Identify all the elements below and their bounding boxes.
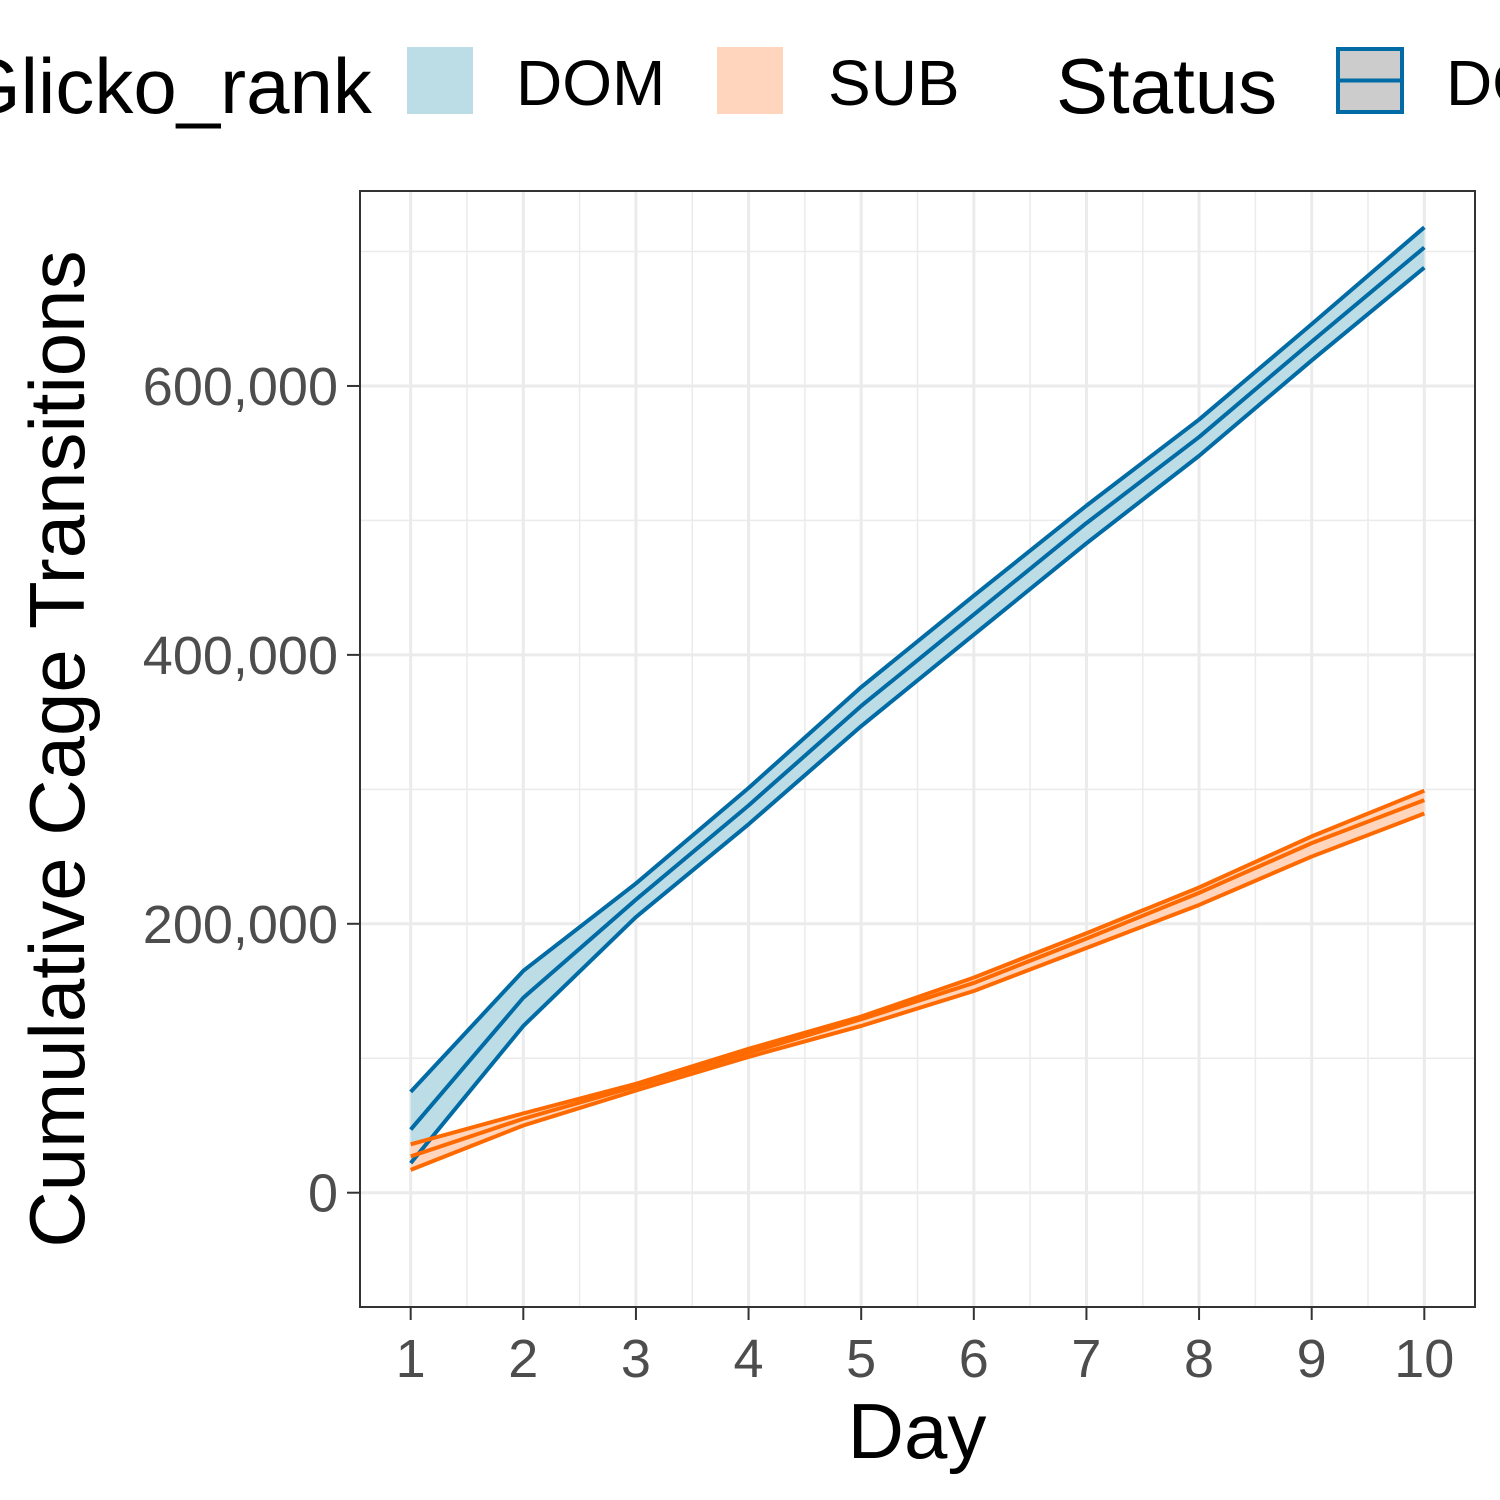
- plot-panel: [359, 190, 1476, 1308]
- y-tick-label: 400,000: [143, 626, 338, 686]
- panel-border: [359, 190, 1476, 1308]
- legend-key-dom-fill: [407, 47, 473, 114]
- legend-key-sub-fill: [717, 47, 783, 114]
- x-tick-label: 8: [1184, 1329, 1214, 1389]
- series-dom-lower: [409, 266, 1426, 1165]
- x-tick-label: 7: [1071, 1329, 1101, 1389]
- x-axis: 1 2 3 4 5 6 7 8 9 10: [396, 1307, 1454, 1389]
- series-lines: [409, 225, 1426, 1172]
- series-sub-lower: [409, 811, 1426, 1172]
- grid: [360, 191, 1475, 1307]
- legend-title-status: Status: [1056, 42, 1277, 130]
- x-axis-title: Day: [848, 1387, 987, 1475]
- y-axis-title: Cumulative Cage Transitions: [13, 250, 101, 1247]
- y-tick-label: 0: [308, 1164, 338, 1224]
- series-dom-line: [409, 245, 1426, 1131]
- series-sub-line: [410, 798, 1426, 1159]
- y-tick-label: 600,000: [143, 357, 338, 417]
- x-tick-label: 9: [1297, 1329, 1327, 1389]
- x-tick-label: 6: [959, 1329, 989, 1389]
- legend-glicko-rank: Glicko_rank DOM SUB: [0, 42, 960, 130]
- y-axis: 0 200,000 400,000 600,000: [143, 357, 360, 1224]
- x-tick-label: 1: [396, 1329, 426, 1389]
- x-tick-label: 2: [508, 1329, 538, 1389]
- legend-title-glicko-rank: Glicko_rank: [0, 42, 373, 130]
- legend-label-dom: DOM: [516, 47, 665, 119]
- ribbon-dom: [410, 227, 1425, 1164]
- legend-status: Status DOM: [1056, 42, 1500, 130]
- series-dom-upper: [409, 225, 1426, 1094]
- series-sub-upper: [410, 788, 1426, 1147]
- x-tick-label: 3: [621, 1329, 651, 1389]
- x-tick-label: 10: [1394, 1329, 1454, 1389]
- legend-label-status-dom: DOM: [1446, 47, 1500, 119]
- y-tick-label: 200,000: [143, 895, 338, 955]
- x-tick-label: 5: [846, 1329, 876, 1389]
- x-tick-label: 4: [734, 1329, 764, 1389]
- legend-label-sub: SUB: [828, 47, 960, 119]
